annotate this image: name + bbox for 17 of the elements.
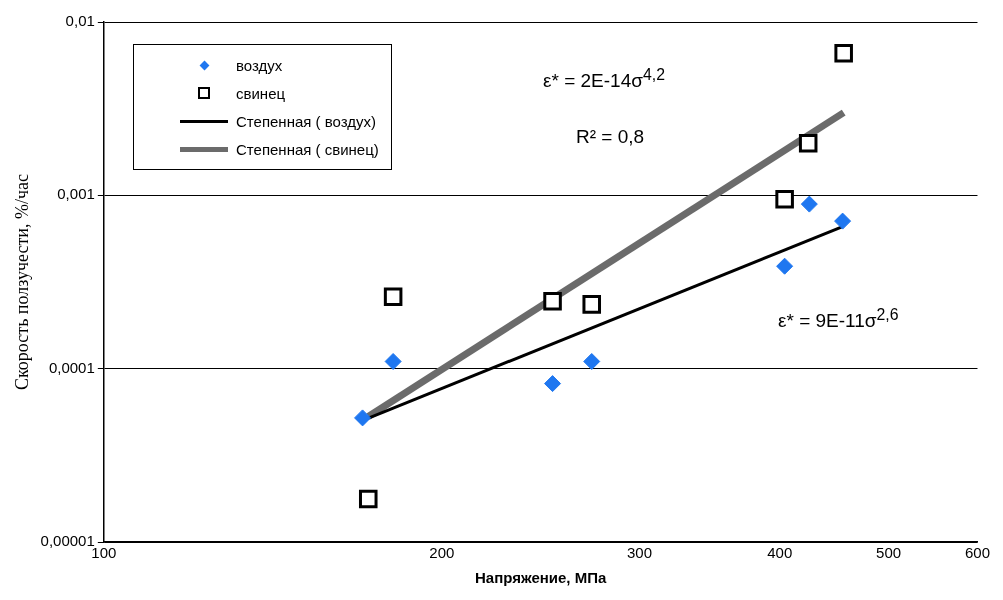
y-tick-label: 0,001	[57, 185, 95, 203]
x-tick-label: 500	[876, 544, 902, 562]
y-axis-title: Скорость ползучести, %/час	[11, 174, 32, 390]
x-axis-title: Напряжение, МПа	[475, 569, 607, 587]
annotation: ε* = 2E-14σ$^{4,2}$	[543, 66, 665, 93]
x-tick-label: 300	[626, 544, 653, 562]
legend-label: свинец	[236, 84, 286, 102]
x-tick-label: 600	[964, 544, 990, 562]
legend-label: Степенная ( воздух)	[236, 112, 376, 130]
legend-label: воздух	[236, 56, 283, 74]
y-tick-label: 0,01	[65, 12, 95, 30]
annotation: R² = 0,8	[576, 126, 645, 148]
legend-label: Степенная ( свинец)	[236, 140, 379, 158]
x-tick-label: 400	[767, 544, 793, 562]
annotation: ε* = 9E-11σ$^{2,6}$	[778, 306, 899, 333]
x-tick-label: 200	[429, 544, 455, 562]
y-tick-label: 0,0001	[48, 358, 95, 376]
